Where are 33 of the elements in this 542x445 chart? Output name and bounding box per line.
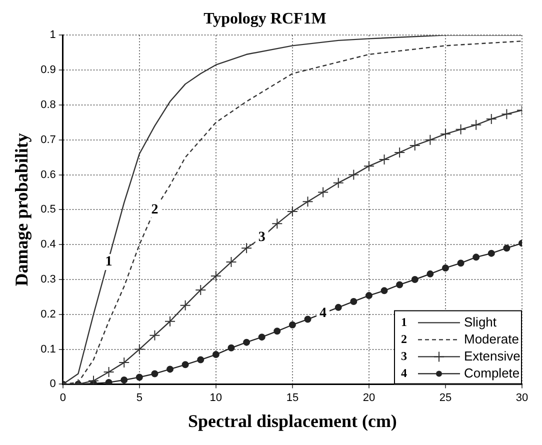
- y-tick-label: 0.3: [40, 274, 56, 286]
- x-tick-label: 0: [60, 392, 66, 404]
- x-tick-label: 20: [362, 392, 376, 404]
- legend-label: Slight: [464, 314, 497, 330]
- x-tick-label: 15: [286, 392, 299, 404]
- x-tick-label: 30: [516, 392, 528, 404]
- annotation: 4: [320, 306, 327, 321]
- annotation: 1: [105, 254, 112, 270]
- legend-label: Complete: [464, 365, 520, 380]
- annotation: 2: [151, 202, 158, 218]
- text: 4: [401, 366, 407, 380]
- legend-label: Extensive: [464, 348, 520, 364]
- text: 3: [401, 348, 407, 363]
- y-tick-label: 0.7: [40, 134, 56, 146]
- x-axis-title: Spectral displacement (cm): [188, 410, 397, 431]
- y-tick-label: 0: [50, 378, 56, 390]
- y-tick-label: 0.6: [40, 168, 56, 181]
- y-tick-label: 0.2: [40, 308, 56, 320]
- y-tick-label: 0.5: [40, 204, 56, 216]
- x-tick-label: 10: [210, 392, 222, 404]
- y-tick-label: 0.9: [40, 64, 56, 76]
- x-tick-label: 5: [136, 392, 142, 404]
- annotation: 3: [258, 230, 266, 246]
- text: 1: [401, 314, 407, 329]
- y-axis-title: Damage probability: [11, 133, 32, 286]
- text: 2: [401, 332, 407, 346]
- legend-label: Moderate: [464, 331, 519, 346]
- y-tick-label: 0.4: [40, 238, 56, 251]
- y-tick-label: 0.1: [40, 343, 56, 356]
- y-tick-label: 0.8: [40, 99, 56, 112]
- chart-title: Typology RCF1M: [204, 10, 326, 28]
- y-tick-label: 1: [50, 29, 56, 42]
- x-tick-label: 25: [439, 392, 452, 404]
